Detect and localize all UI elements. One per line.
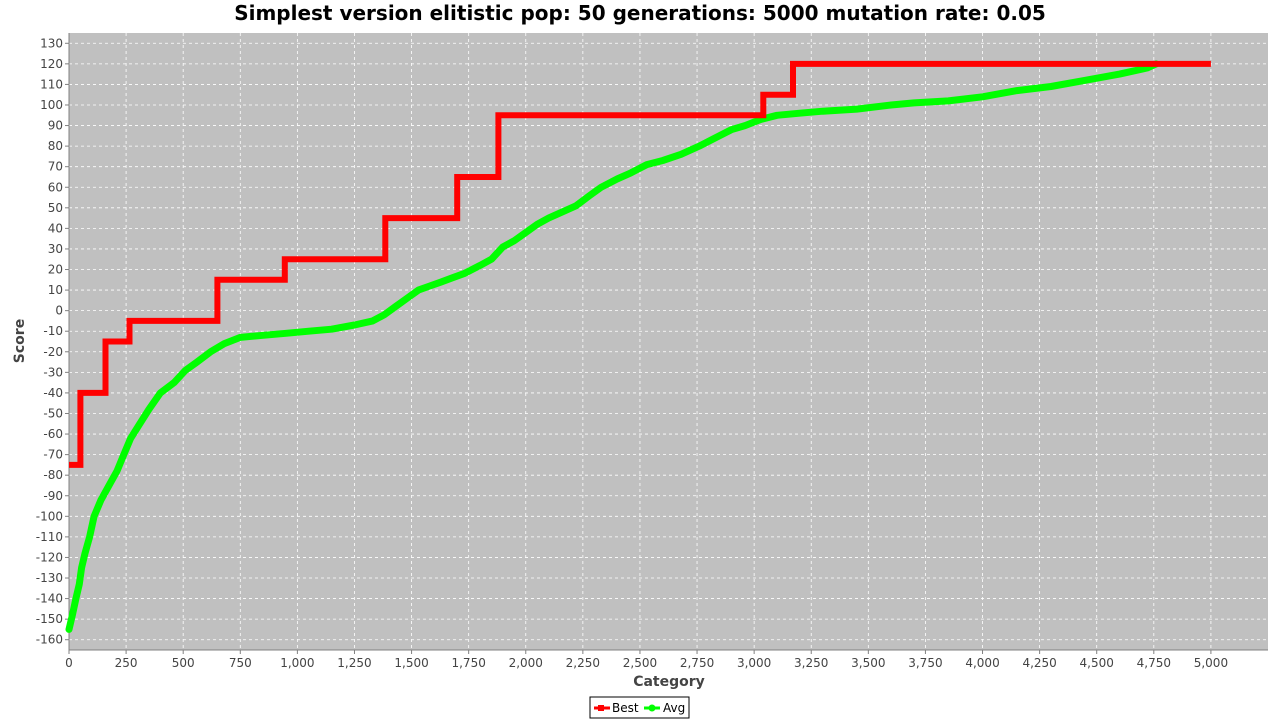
x-tick-label: 750 — [229, 656, 252, 670]
y-tick-label: -10 — [43, 324, 63, 338]
x-tick-label: 4,000 — [965, 656, 999, 670]
x-tick-label: 4,750 — [1137, 656, 1171, 670]
x-tick-label: 3,750 — [908, 656, 942, 670]
y-tick-label: -100 — [36, 509, 63, 523]
legend-best-swatch-marker — [598, 705, 604, 711]
series-line-best — [69, 60, 1211, 468]
y-tick-label: -20 — [43, 345, 63, 359]
y-tick-label: 30 — [48, 242, 63, 256]
y-tick-label: -60 — [43, 427, 63, 441]
x-tick-label: 5,000 — [1194, 656, 1228, 670]
x-tick-label: 1,750 — [451, 656, 485, 670]
x-tick-label: 3,500 — [851, 656, 885, 670]
y-tick-label: 50 — [48, 201, 63, 215]
plot-area — [69, 33, 1268, 650]
y-tick-label: -90 — [43, 489, 63, 503]
x-axis-label: Category — [633, 674, 705, 690]
y-tick-label: -140 — [36, 592, 63, 606]
y-tick-label: 40 — [48, 221, 63, 235]
legend-best-label: Best — [612, 701, 639, 715]
y-tick-label: 10 — [48, 283, 63, 297]
legend-box — [589, 696, 690, 719]
series-layer — [65, 60, 1211, 633]
x-tick-label: 2,750 — [680, 656, 714, 670]
x-tick-label: 2,000 — [509, 656, 543, 670]
y-tick-label: 90 — [48, 119, 63, 133]
y-tick-label: -70 — [43, 448, 63, 462]
x-tick-label: 500 — [172, 656, 195, 670]
y-tick-label: 20 — [48, 263, 63, 277]
y-tick-label: -80 — [43, 468, 63, 482]
y-tick-label: -30 — [43, 365, 63, 379]
x-tick-label: 3,000 — [737, 656, 771, 670]
y-axis-label: Score — [12, 319, 28, 363]
x-tick-label: 250 — [115, 656, 138, 670]
legend-avg-swatch-marker — [648, 704, 656, 712]
y-tick-label: 80 — [48, 139, 63, 153]
y-tick-label: 110 — [40, 77, 63, 91]
series-line-avg — [65, 60, 1160, 633]
y-tick-label: -130 — [36, 571, 63, 585]
x-tick-label: 2,250 — [566, 656, 600, 670]
y-tick-label: 70 — [48, 160, 63, 174]
y-tick-label: 60 — [48, 180, 63, 194]
x-tick-label: 1,250 — [337, 656, 371, 670]
y-tick-label: -50 — [43, 406, 63, 420]
x-tick-label: 1,000 — [280, 656, 314, 670]
y-tick-label: -40 — [43, 386, 63, 400]
y-tick-label: -160 — [36, 633, 63, 647]
x-tick-label: 2,500 — [623, 656, 657, 670]
y-tick-label: -120 — [36, 550, 63, 564]
y-tick-label: -110 — [36, 530, 63, 544]
chart-title: Simplest version elitistic pop: 50 gener… — [234, 1, 1046, 25]
legend-avg-label: Avg — [663, 701, 685, 715]
y-tick-label: -150 — [36, 612, 63, 626]
x-tick-label: 1,500 — [394, 656, 428, 670]
y-tick-label: 130 — [40, 36, 63, 50]
y-tick-label: 100 — [40, 98, 63, 112]
x-tick-label: 4,500 — [1080, 656, 1114, 670]
legend: Best Avg — [589, 696, 690, 719]
x-tick-label: 4,250 — [1022, 656, 1056, 670]
y-tick-label: 120 — [40, 57, 63, 71]
y-tick-label: 0 — [55, 304, 63, 318]
x-tick-label: 3,250 — [794, 656, 828, 670]
axes: -160-150-140-130-120-110-100-90-80-70-60… — [36, 33, 1268, 670]
x-tick-label: 0 — [65, 656, 73, 670]
